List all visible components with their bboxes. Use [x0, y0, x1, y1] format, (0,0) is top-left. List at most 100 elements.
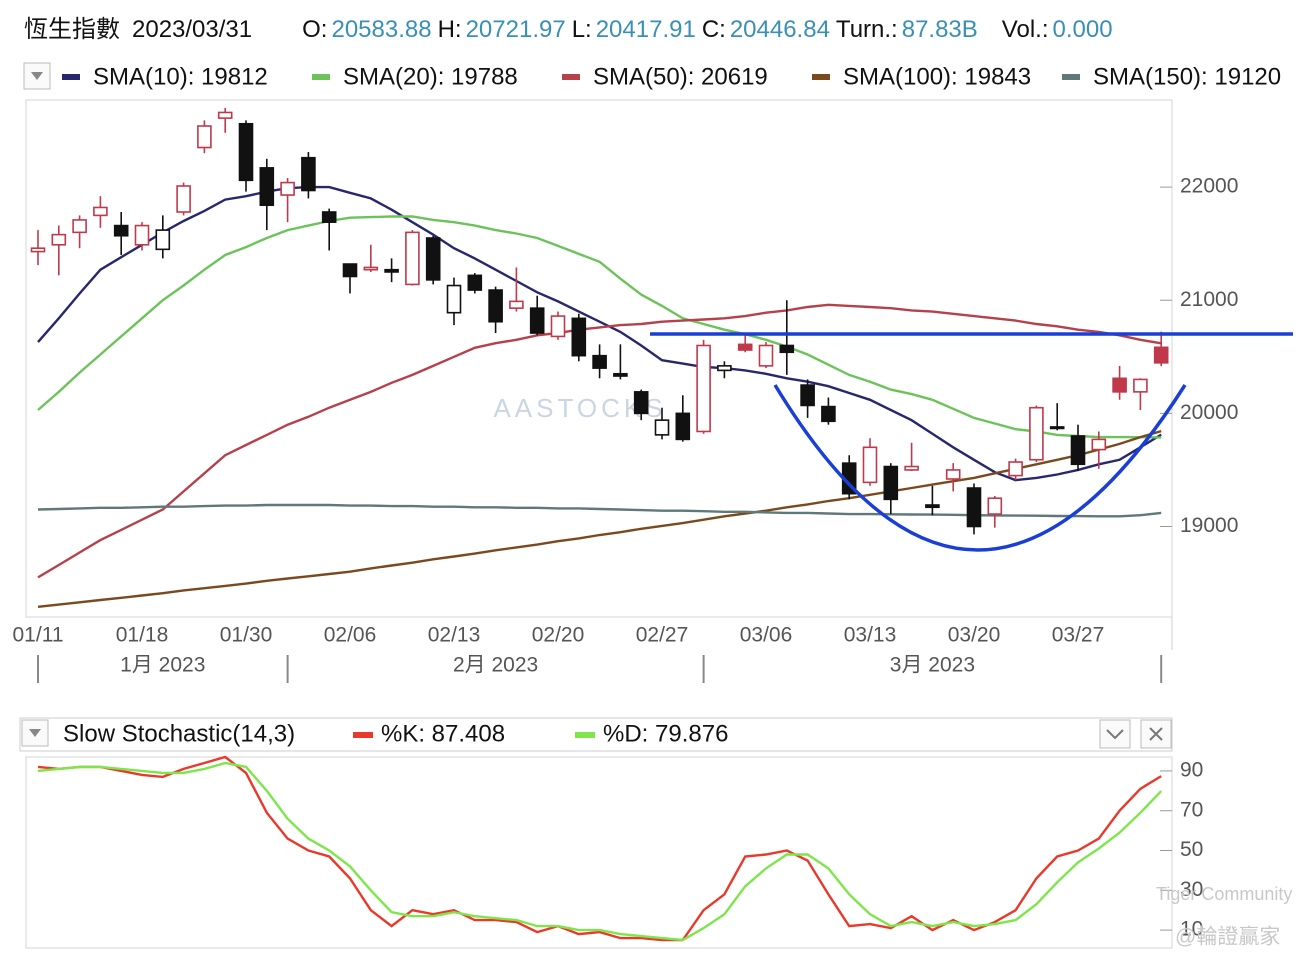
candle-body: [987, 497, 1003, 515]
candle-body: [717, 365, 732, 372]
legend-swatch: [62, 74, 80, 80]
close-icon: [1149, 727, 1163, 741]
header: 恆生指數 2023/03/31 O: 20583.88 H: 20721.97 L: 2041…: [24, 16, 1113, 43]
candle-body: [904, 465, 919, 471]
candle-body: [217, 111, 233, 119]
field-label: Vol.:: [1002, 16, 1049, 43]
date: 2023/03/31: [132, 16, 252, 43]
candle-body: [1091, 438, 1107, 451]
field-label: H:: [438, 16, 462, 43]
chevron-icon: [1106, 729, 1124, 740]
legend-swatch: [1062, 74, 1080, 80]
legend-swatch: [312, 74, 330, 80]
candle-body: [1112, 377, 1127, 393]
candle-body: [821, 405, 836, 423]
candle-body: [30, 247, 46, 253]
candle-body: [72, 219, 87, 234]
stochastic-chart: 10 30 50 70 90 Slow Stochastic(14,3) %K: 87.40…: [37, 720, 1203, 942]
candle-body: [779, 344, 795, 354]
collapse-button[interactable]: [1099, 719, 1131, 749]
y-tick-label: 10: [1180, 918, 1203, 941]
series-line: [37, 185, 1162, 482]
legend-label: %K: 87.408: [381, 720, 505, 747]
drawn-cup-curve: [773, 384, 1187, 552]
candle-body: [509, 300, 524, 309]
indicator-title: Slow Stochastic(14,3): [63, 720, 295, 747]
legend-label: %D: 79.876: [603, 720, 728, 747]
y-tick-label: 20000: [1180, 401, 1238, 424]
legend-swatch: [562, 74, 580, 80]
indicator-header: [19, 717, 1173, 752]
field-label: Turn.:: [836, 16, 898, 43]
legend-swatch: [353, 732, 373, 738]
y-tick-label: 21000: [1180, 288, 1238, 311]
candle-body: [93, 206, 108, 217]
x-tick-label: 01/11: [13, 624, 64, 647]
series-line: [37, 761, 1163, 942]
x-tick-label: 03/13: [844, 624, 897, 647]
series-line: [37, 303, 1162, 579]
field-label: C:: [702, 16, 726, 43]
candle-body: [1008, 461, 1023, 477]
candle-body: [405, 231, 420, 286]
candle-body: [654, 419, 670, 436]
month-label: 2月 2023: [453, 654, 538, 677]
field-value: 0.000: [1053, 16, 1113, 43]
y-tick-label: 50: [1180, 838, 1203, 861]
candle-body: [301, 156, 316, 192]
candle-body: [446, 284, 462, 314]
header-line: 恆生指數 2023/03/31 O: 20583.88 H: 20721.97 L: 2041…: [24, 16, 1113, 43]
series-line: [37, 429, 1162, 608]
candle-body: [675, 412, 691, 441]
series-line: [37, 215, 1162, 439]
dropdown-icon: [29, 729, 41, 737]
y-tick-label: 90: [1180, 758, 1203, 781]
candle-body: [51, 233, 67, 246]
candle-body: [467, 274, 483, 291]
candle-body: [571, 317, 587, 357]
x-tick-label: 01/30: [220, 624, 273, 647]
candle-body: [425, 237, 441, 281]
candle-body: [529, 307, 545, 334]
candle-body: [176, 185, 191, 213]
field-value: 20583.88: [331, 16, 431, 43]
watermark: Tiger Community: [1156, 884, 1292, 904]
field-label: O:: [302, 16, 327, 43]
y-tick-label: 22000: [1180, 175, 1238, 198]
candle-body: [737, 343, 753, 351]
candle-body: [758, 344, 774, 367]
candle-body: [488, 289, 503, 323]
x-tick-label: 01/18: [116, 624, 169, 647]
watermark: @輪證贏家: [1175, 926, 1280, 949]
y-tick-label: 19000: [1180, 514, 1238, 537]
candle-body: [1049, 426, 1065, 430]
field-value: 20417.91: [596, 16, 696, 43]
legend-label: SMA(10): 19812: [93, 63, 268, 90]
index-name: 恆生指數: [24, 16, 120, 43]
legend-swatch: [575, 732, 595, 738]
x-tick-label: 03/27: [1052, 624, 1105, 647]
candle-body: [342, 263, 358, 278]
candle-body: [113, 224, 129, 237]
y-tick-label: 30: [1180, 878, 1203, 901]
candle-body: [280, 181, 295, 196]
candle-body: [238, 122, 254, 182]
candle-body: [945, 469, 961, 480]
legend-label: SMA(20): 19788: [343, 63, 518, 90]
candle-body: [633, 391, 649, 415]
y-tick-label: 70: [1180, 798, 1203, 821]
x-tick-label: 03/06: [740, 624, 793, 647]
candle-body: [800, 384, 815, 407]
stoch-plot-area: [25, 756, 1173, 949]
field-value: 20721.97: [466, 16, 566, 43]
x-tick-label: 03/20: [948, 624, 1001, 647]
candle-body: [155, 229, 171, 251]
candle-body: [1070, 435, 1086, 466]
candle-body: [696, 344, 711, 433]
candle-body: [862, 446, 878, 484]
x-tick-label: 02/13: [428, 624, 481, 647]
candle-body: [197, 125, 212, 149]
candle-body: [592, 354, 607, 369]
